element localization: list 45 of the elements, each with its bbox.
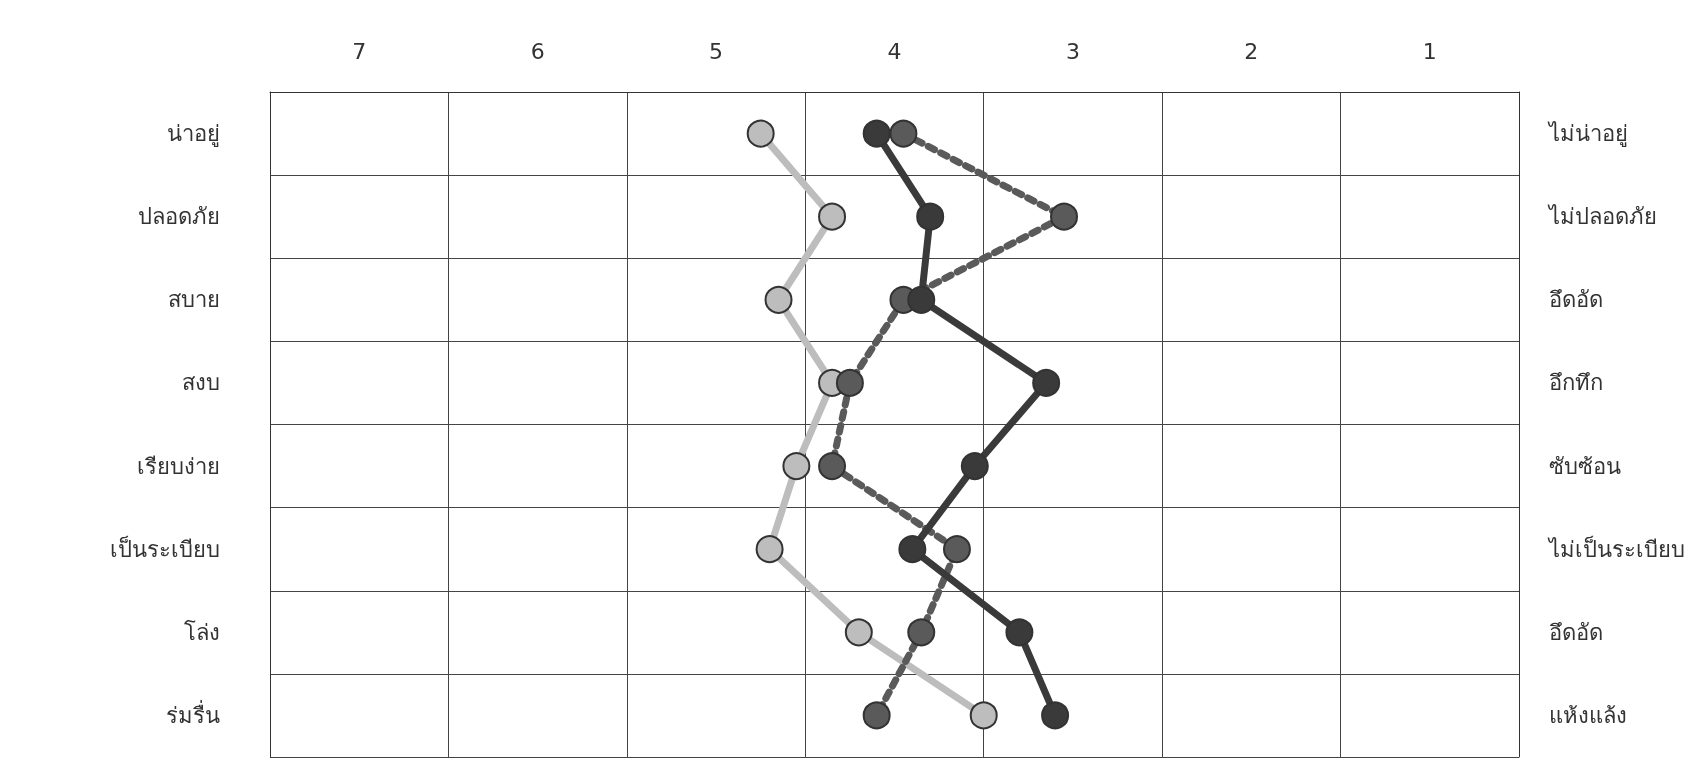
x-tick-label: 6 xyxy=(530,38,545,64)
x-tick-label: 5 xyxy=(709,38,724,64)
y-tick-label: น่าอยู่ xyxy=(167,121,220,148)
y2-tick-label: แห้งแล้ง xyxy=(1549,702,1627,728)
y-tick-label: โล่ง xyxy=(184,619,220,645)
y2-tick-label: ไม่น่าอยู่ xyxy=(1547,121,1628,148)
point xyxy=(907,618,936,647)
y2-tick-label: อึดอัด xyxy=(1549,287,1603,313)
x-tick-label: 1 xyxy=(1422,38,1437,64)
y2-tick-label: ซับซ้อน xyxy=(1549,453,1621,479)
point xyxy=(844,618,873,647)
point xyxy=(907,285,936,314)
point xyxy=(1032,368,1061,397)
x-tick-label: 4 xyxy=(887,38,902,64)
point xyxy=(782,452,811,481)
point xyxy=(916,202,945,231)
y-tick-label: สบาย xyxy=(168,287,220,313)
point xyxy=(942,535,971,564)
y-tick-label: เป็นระเบียบ xyxy=(110,534,220,562)
y2-tick-label: อึกทึก xyxy=(1549,370,1603,396)
point xyxy=(1041,701,1070,730)
y-tick-label: ปลอดภัย xyxy=(138,204,220,230)
point xyxy=(1005,618,1034,647)
x-tick-label: 3 xyxy=(1065,38,1080,64)
point xyxy=(835,368,864,397)
y2-tick-label: ไม่ปลอดภัย xyxy=(1547,204,1657,230)
point xyxy=(862,119,891,148)
point xyxy=(764,285,793,314)
point xyxy=(889,119,918,148)
y-tick-label: เรียบง่าย xyxy=(137,453,220,479)
point xyxy=(862,701,891,730)
y-tick-label: ร่มรื่น xyxy=(166,699,220,728)
point xyxy=(1050,202,1079,231)
point xyxy=(818,202,847,231)
y-tick-label: สงบ xyxy=(182,370,220,396)
y2-tick-label: อึดอัด xyxy=(1549,619,1603,645)
point xyxy=(969,701,998,730)
y2-tick-label: ไม่เป็นระเบียบ xyxy=(1547,534,1685,562)
point xyxy=(755,535,784,564)
point xyxy=(898,535,927,564)
point xyxy=(818,452,847,481)
point xyxy=(960,452,989,481)
x-tick-label: 7 xyxy=(352,38,367,64)
point xyxy=(746,119,775,148)
x-tick-label: 2 xyxy=(1244,38,1259,64)
